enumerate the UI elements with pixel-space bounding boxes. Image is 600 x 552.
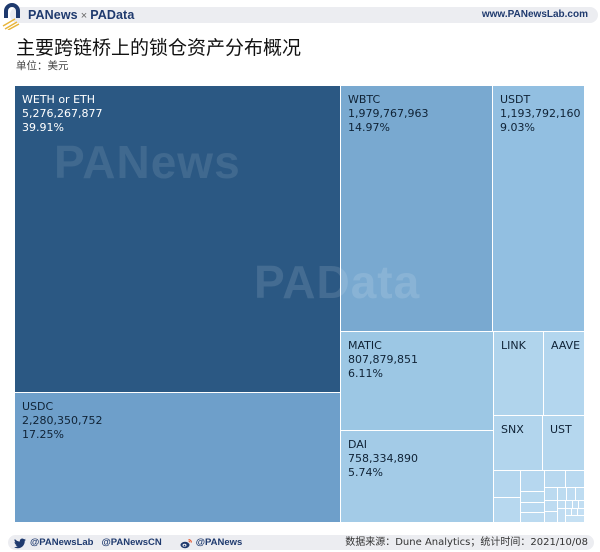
tile-label: WBTC [348,93,381,106]
tile-other [575,487,585,501]
tile-usdt: USDT 1,193,792,160 9.03% [492,85,585,332]
tile-other [565,515,585,523]
tile-percent: 6.11% [348,367,383,380]
tile-value: 1,193,792,160 [500,107,581,120]
tile-percent: 9.03% [500,121,535,134]
chart-unit: 单位：美元 [16,60,69,72]
tile-label: UST [550,423,572,436]
tile-wbtc: WBTC 1,979,767,963 14.97% [340,85,493,332]
footer-bar [8,535,594,550]
twitter-handle-panewslab: @PANewsLab [30,537,94,548]
site-url: www.PANewsLab.com [481,9,588,20]
tile-ust: UST [542,415,585,471]
tile-other [520,512,545,523]
tile-other [493,497,521,523]
chart-title: 主要跨链桥上的锁仓资产分布概况 [16,37,302,59]
tile-other [520,470,545,492]
weibo-icon [180,538,192,548]
panews-logo-icon [2,3,20,30]
tile-link: LINK [493,331,544,416]
weibo-handle: @PANews [195,537,243,548]
footer-social: @PANewsLab @PANewsCN @PANews [14,536,242,550]
tile-percent: 14.97% [348,121,390,134]
twitter-handle-panewscn: @PANewsCN [101,537,162,548]
tile-label: DAI [348,438,368,451]
tile-label: USDC [22,400,54,413]
tile-other [544,511,558,523]
tile-label: MATIC [348,339,382,352]
tile-value: 807,879,851 [348,353,418,366]
tile-value: 5,276,267,877 [22,107,103,120]
tile-aave: AAVE [543,331,585,416]
data-source: 数据来源：Dune Analytics；统计时间：2021/10/08 [345,537,588,548]
tile-usdc: USDC 2,280,350,752 17.25% [14,392,341,523]
tile-value: 758,334,890 [348,452,418,465]
tile-value: 2,280,350,752 [22,414,103,427]
brand-padata: PAData [90,8,135,22]
tile-percent: 5.74% [348,466,383,479]
tile-label: LINK [501,339,526,352]
tile-dai: DAI 758,334,890 5.74% [340,430,494,523]
treemap: WETH or ETH 5,276,267,877 39.91% USDC 2,… [14,85,585,523]
tile-value: 1,979,767,963 [348,107,429,120]
tile-weth: WETH or ETH 5,276,267,877 39.91% [14,85,341,393]
twitter-icon [14,537,26,548]
header-bar [10,7,598,23]
tile-label: SNX [501,423,524,436]
tile-label: AAVE [551,339,581,352]
tile-percent: 17.25% [22,428,64,441]
brand-title: PANews × PAData [28,7,134,23]
tile-percent: 39.91% [22,121,64,134]
brand-panews: PANews [28,8,78,22]
tile-other [493,470,521,498]
tile-other [565,470,585,488]
tile-label: WETH or ETH [22,93,96,106]
brand-separator: × [80,10,88,22]
tile-label: USDT [500,93,531,106]
tile-other [544,470,566,488]
tile-other [544,487,558,501]
tile-matic: MATIC 807,879,851 6.11% [340,331,494,431]
tile-snx: SNX [493,415,543,471]
